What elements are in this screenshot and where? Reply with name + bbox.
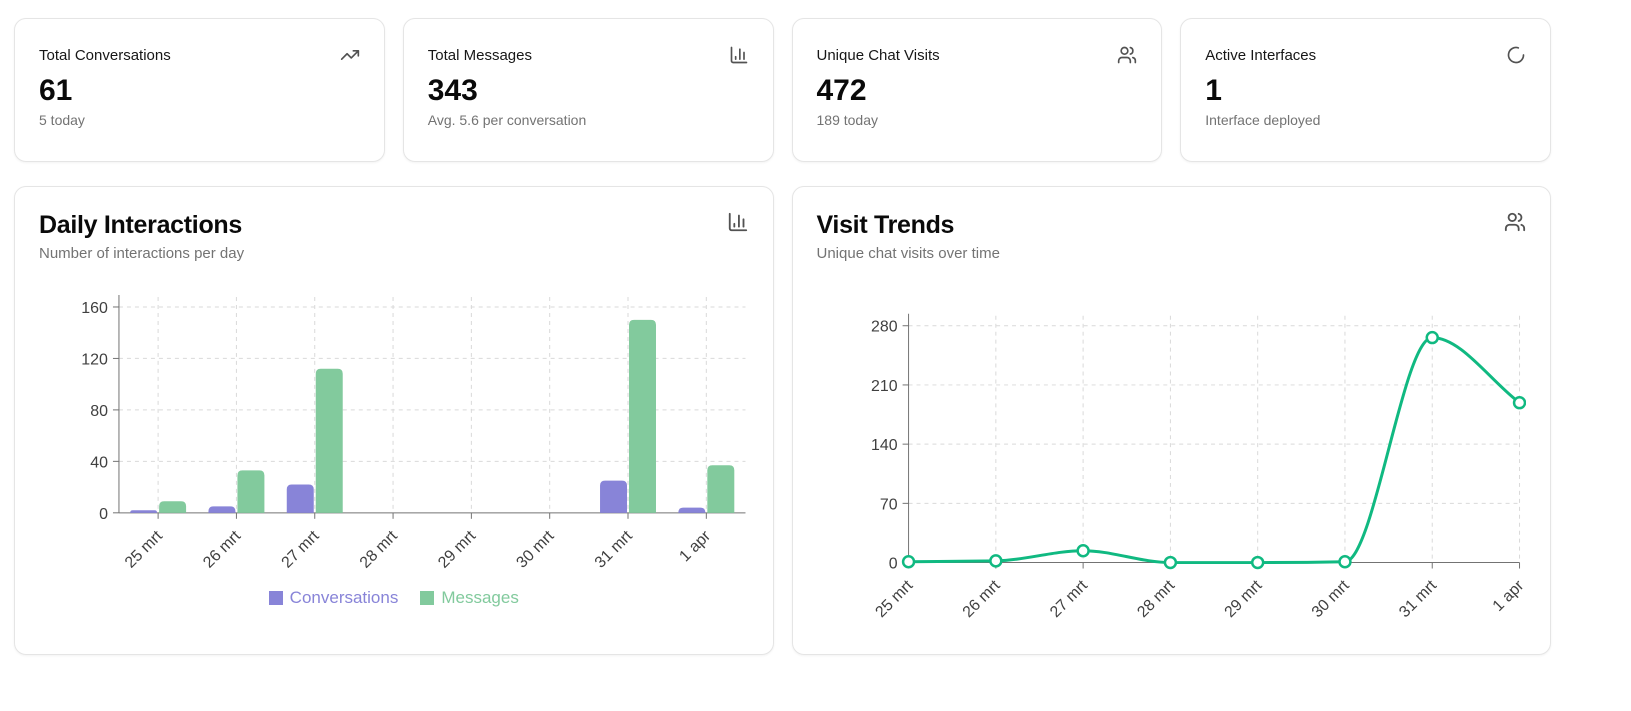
stat-title: Unique Chat Visits (816, 46, 940, 64)
svg-text:30 mrt: 30 mrt (513, 527, 557, 571)
svg-text:28 mrt: 28 mrt (1134, 577, 1178, 621)
svg-text:120: 120 (81, 351, 108, 368)
stat-value: 472 (816, 74, 867, 107)
stat-subtitle: 189 today (816, 112, 879, 128)
chart-title: Visit Trends (816, 211, 955, 239)
svg-text:70: 70 (879, 496, 897, 513)
stat-title: Total Conversations (39, 46, 171, 64)
visit-trends-card: Visit Trends Unique chat visits over tim… (791, 186, 1551, 656)
legend-label: Messages (441, 587, 519, 607)
stat-title: Total Messages (427, 46, 532, 64)
stat-card-active-interfaces: Active Interfaces 1 Interface deployed (1180, 18, 1551, 162)
svg-text:31 mrt: 31 mrt (592, 527, 636, 571)
trending-up-icon (340, 45, 360, 65)
svg-text:29 mrt: 29 mrt (1221, 577, 1265, 621)
svg-text:25 mrt: 25 mrt (122, 527, 166, 571)
svg-text:25 mrt: 25 mrt (872, 577, 916, 621)
legend-swatch-icon (268, 590, 283, 605)
legend-item-conversations: Conversations (268, 587, 399, 608)
svg-text:27 mrt: 27 mrt (279, 527, 323, 571)
chart-title: Daily Interactions (39, 211, 242, 239)
svg-text:26 mrt: 26 mrt (200, 527, 244, 571)
stat-subtitle: Avg. 5.6 per conversation (427, 112, 587, 128)
svg-text:0: 0 (888, 556, 897, 573)
stats-row: Total Conversations 61 5 today Total Mes… (14, 18, 1551, 162)
loader-icon (1506, 45, 1526, 65)
daily-interactions-card: Daily Interactions Number of interaction… (14, 186, 774, 656)
svg-text:29 mrt: 29 mrt (435, 527, 479, 571)
chart-subtitle: Number of interactions per day (39, 245, 245, 262)
chart-subtitle: Unique chat visits over time (816, 245, 1000, 262)
stat-card-total-conversations: Total Conversations 61 5 today (14, 18, 385, 162)
svg-text:40: 40 (90, 454, 108, 471)
users-icon (1117, 45, 1137, 65)
stat-value: 61 (39, 74, 73, 107)
chart-column-icon (727, 211, 749, 233)
svg-text:28 mrt: 28 mrt (357, 527, 401, 571)
stat-subtitle: 5 today (39, 112, 85, 128)
legend-label: Conversations (289, 587, 399, 607)
svg-text:27 mrt: 27 mrt (1047, 577, 1091, 621)
charts-row: Daily Interactions Number of interaction… (14, 186, 1551, 656)
svg-text:160: 160 (81, 300, 108, 317)
daily-interactions-chart[interactable]: 0 40 80 120 160 25 mrt 26 mrt 27 mrt 28 mrt 29 mr… (39, 272, 749, 584)
chart-column-icon (729, 45, 749, 65)
legend-item-messages: Messages (420, 587, 519, 608)
svg-text:26 mrt: 26 mrt (959, 577, 1003, 621)
stat-subtitle: Interface deployed (1205, 112, 1321, 128)
visit-trends-chart[interactable]: 0 70 140 210 280 25 mrt 26 mrt 27 mrt 28 mrt 29 m… (817, 272, 1527, 630)
svg-text:31 mrt: 31 mrt (1396, 577, 1440, 621)
svg-text:210: 210 (871, 378, 898, 395)
legend-swatch-icon (420, 590, 435, 605)
users-icon (1504, 211, 1526, 233)
svg-text:140: 140 (871, 437, 898, 454)
daily-interactions-legend: Conversations Messages (39, 588, 749, 608)
svg-text:280: 280 (871, 319, 898, 336)
stat-value: 343 (427, 74, 478, 107)
stat-value: 1 (1205, 74, 1222, 107)
stat-card-unique-chat-visits: Unique Chat Visits 472 189 today (791, 18, 1163, 162)
stat-card-total-messages: Total Messages 343 Avg. 5.6 per conversa… (402, 18, 774, 162)
svg-text:0: 0 (99, 506, 108, 523)
svg-text:1 apr: 1 apr (676, 527, 714, 565)
svg-text:80: 80 (90, 403, 108, 420)
svg-text:30 mrt: 30 mrt (1308, 577, 1352, 621)
stat-title: Active Interfaces (1205, 46, 1317, 64)
svg-text:1 apr: 1 apr (1489, 577, 1526, 615)
